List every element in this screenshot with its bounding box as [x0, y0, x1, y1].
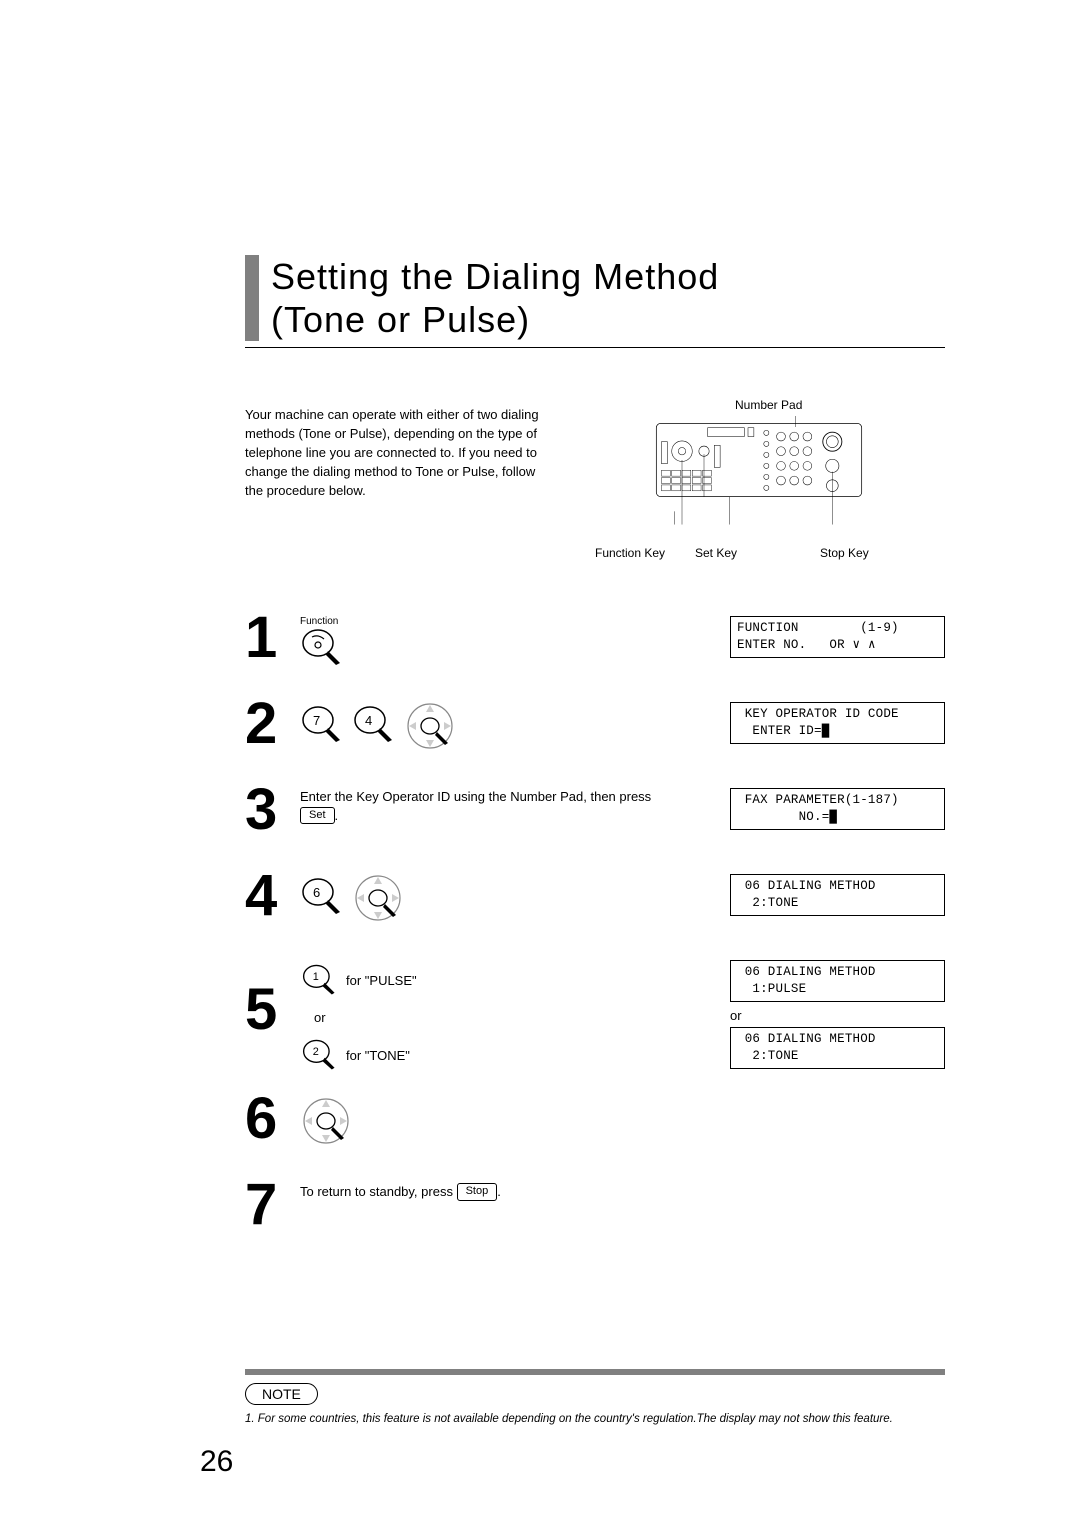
tone-option: 2 for "TONE": [300, 1035, 417, 1075]
pulse-option: 1 for "PULSE": [300, 960, 417, 1000]
set-button: Set: [300, 807, 335, 824]
step-options: 1 for "PULSE" or 2 for "TONE": [300, 960, 417, 1075]
svg-text:4: 4: [365, 713, 372, 728]
step-body: 7 4: [300, 698, 730, 754]
step-2: 2 7 4 KE: [245, 698, 945, 766]
step-1: 1 Function FUNCTION (1-9) ENTER NO. OR ∨…: [245, 612, 945, 680]
step-text-a: Enter the Key Operator ID using the Numb…: [300, 789, 651, 804]
key-6-icon: 6: [300, 874, 344, 918]
step-display: 06 DIALING METHOD 1:PULSE or 06 DIALING …: [730, 956, 945, 1075]
function-label: Function: [300, 616, 344, 627]
stop-key-label: Stop Key: [820, 546, 869, 560]
step-display: [730, 1179, 945, 1183]
title-accent-bar: [245, 255, 259, 341]
step-body: Enter the Key Operator ID using the Numb…: [300, 784, 730, 824]
or-label: or: [300, 1010, 417, 1025]
step-5: 5 1 for "PULSE" or: [245, 956, 945, 1075]
step-instruction: To return to standby, press Stop.: [300, 1183, 501, 1201]
step-body: 1 for "PULSE" or 2 for "TONE": [300, 956, 730, 1075]
note-divider: [245, 1369, 945, 1375]
note-badge: NOTE: [245, 1383, 318, 1405]
note-text: 1. For some countries, this feature is n…: [245, 1411, 945, 1427]
nav-set-icon: [404, 702, 460, 754]
svg-text:2: 2: [313, 1046, 319, 1058]
step-number: 1: [245, 612, 300, 664]
page-number: 26: [200, 1445, 233, 1479]
function-key-icon: Function: [300, 616, 344, 672]
or-label: or: [730, 1008, 945, 1023]
step-number: 2: [245, 698, 300, 750]
panel-bottom-labels: Function Key Set Key Stop Key: [595, 546, 945, 562]
title-text: Setting the Dialing Method (Tone or Puls…: [271, 255, 719, 341]
number-pad-label: Number Pad: [735, 398, 945, 412]
step-3: 3 Enter the Key Operator ID using the Nu…: [245, 784, 945, 852]
step-number: 5: [245, 956, 300, 1036]
step-display: FUNCTION (1-9) ENTER NO. OR ∨ ∧: [730, 612, 945, 664]
function-key-label: Function Key: [595, 546, 665, 560]
intro-paragraph: Your machine can operate with either of …: [245, 398, 555, 562]
step-body: To return to standby, press Stop.: [300, 1179, 730, 1201]
title-line-1: Setting the Dialing Method: [271, 256, 719, 297]
pulse-label: for "PULSE": [346, 973, 417, 988]
lcd-display-pulse: 06 DIALING METHOD 1:PULSE: [730, 960, 945, 1002]
step-body: 6: [300, 870, 730, 926]
step-7: 7 To return to standby, press Stop.: [245, 1179, 945, 1247]
intro-row: Your machine can operate with either of …: [245, 398, 945, 562]
step-number: 4: [245, 870, 300, 922]
lcd-display: FAX PARAMETER(1-187) NO.=█: [730, 788, 945, 830]
step-display: KEY OPERATOR ID CODE ENTER ID=█: [730, 698, 945, 750]
control-panel-svg: [595, 416, 945, 526]
step-6: 6: [245, 1093, 945, 1161]
step-display: 06 DIALING METHOD 2:TONE: [730, 870, 945, 922]
section-title: Setting the Dialing Method (Tone or Puls…: [245, 255, 945, 341]
step-display: [730, 1093, 945, 1097]
lcd-display-tone: 06 DIALING METHOD 2:TONE: [730, 1027, 945, 1069]
key-2-icon: 2: [300, 1035, 340, 1075]
tone-label: for "TONE": [346, 1048, 410, 1063]
step-instruction: Enter the Key Operator ID using the Numb…: [300, 788, 651, 824]
step-body: [300, 1093, 730, 1149]
title-line-2: (Tone or Pulse): [271, 299, 530, 340]
step-text-a: To return to standby, press: [300, 1184, 457, 1199]
key-4-icon: 4: [352, 702, 396, 746]
step-text-b: .: [497, 1184, 501, 1199]
nav-set-icon: [300, 1097, 356, 1149]
step-number: 6: [245, 1093, 300, 1145]
lcd-display: 06 DIALING METHOD 2:TONE: [730, 874, 945, 916]
lcd-display: KEY OPERATOR ID CODE ENTER ID=█: [730, 702, 945, 744]
stop-button: Stop: [457, 1183, 498, 1200]
steps-list: 1 Function FUNCTION (1-9) ENTER NO. OR ∨…: [245, 612, 945, 1247]
key-7-icon: 7: [300, 702, 344, 746]
step-text-b: .: [335, 808, 339, 823]
step-number: 7: [245, 1179, 300, 1231]
set-key-label: Set Key: [695, 546, 737, 560]
svg-text:6: 6: [313, 885, 320, 900]
step-body: Function: [300, 612, 730, 672]
control-panel-diagram: Number Pad: [595, 398, 945, 562]
svg-text:7: 7: [313, 713, 320, 728]
step-4: 4 6 06 DIALING METHOD 2:TONE: [245, 870, 945, 938]
key-1-icon: 1: [300, 960, 340, 1000]
title-underline: [245, 347, 945, 348]
nav-set-icon: [352, 874, 408, 926]
step-display: FAX PARAMETER(1-187) NO.=█: [730, 784, 945, 836]
lcd-display: FUNCTION (1-9) ENTER NO. OR ∨ ∧: [730, 616, 945, 658]
page-content: Setting the Dialing Method (Tone or Puls…: [245, 255, 945, 1265]
svg-text:1: 1: [313, 971, 319, 983]
step-number: 3: [245, 784, 300, 836]
note-section: NOTE 1. For some countries, this feature…: [245, 1369, 945, 1427]
